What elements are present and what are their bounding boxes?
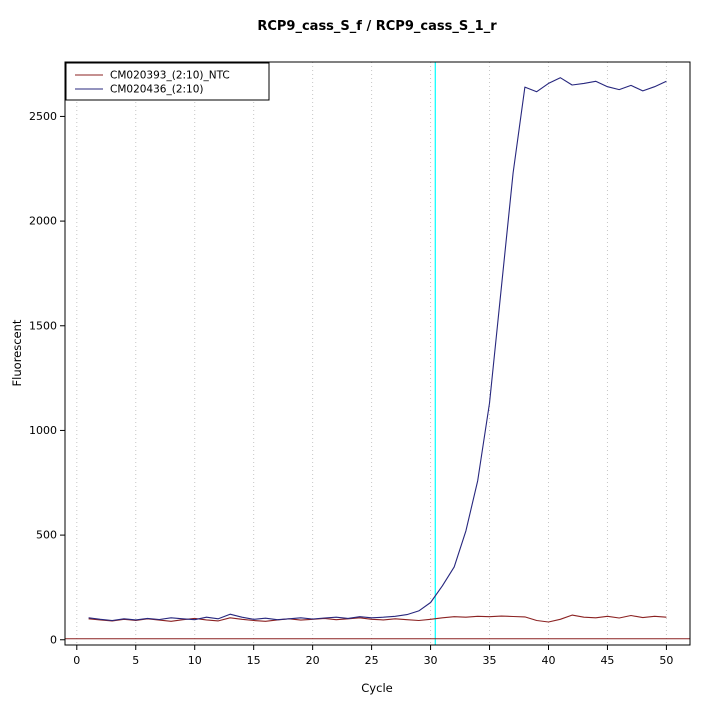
x-tick-label: 40 (541, 654, 555, 667)
series-line-CM020436_(2:10) (88, 77, 667, 622)
x-tick-label: 10 (188, 654, 202, 667)
plot-box (64, 61, 691, 646)
x-tick-label: 35 (483, 654, 497, 667)
y-tick-label: 2500 (29, 110, 57, 123)
chart-plot-area: 0 5 10 15 20 25 30 35 40 45 5005001000150020002500… (29, 61, 691, 667)
legend-label: CM020393_(2:10)_NTC (110, 70, 230, 82)
x-axis-label: Cycle (361, 681, 392, 695)
x-tick-label: 50 (659, 654, 673, 667)
y-tick-label: 1000 (29, 424, 57, 437)
legend-box (65, 62, 270, 101)
y-tick-label: 0 (50, 633, 57, 646)
y-tick-label: 1500 (29, 319, 57, 332)
legend-label: CM020436_(2:10) (110, 84, 204, 96)
x-tick-label: 0 (73, 654, 80, 667)
x-tick-label: 30 (424, 654, 438, 667)
y-tick-label: 500 (36, 529, 57, 542)
y-tick-label: 2000 (29, 215, 57, 228)
x-tick-label: 15 (247, 654, 261, 667)
y-axis-label: Fluorescent (10, 319, 24, 386)
chart-title: RCP9_cass_S_f / RCP9_cass_S_1_r (257, 19, 497, 34)
x-tick-label: 5 (132, 654, 139, 667)
x-tick-label: 25 (365, 654, 379, 667)
x-tick-label: 20 (306, 654, 320, 667)
x-tick-label: 45 (600, 654, 614, 667)
